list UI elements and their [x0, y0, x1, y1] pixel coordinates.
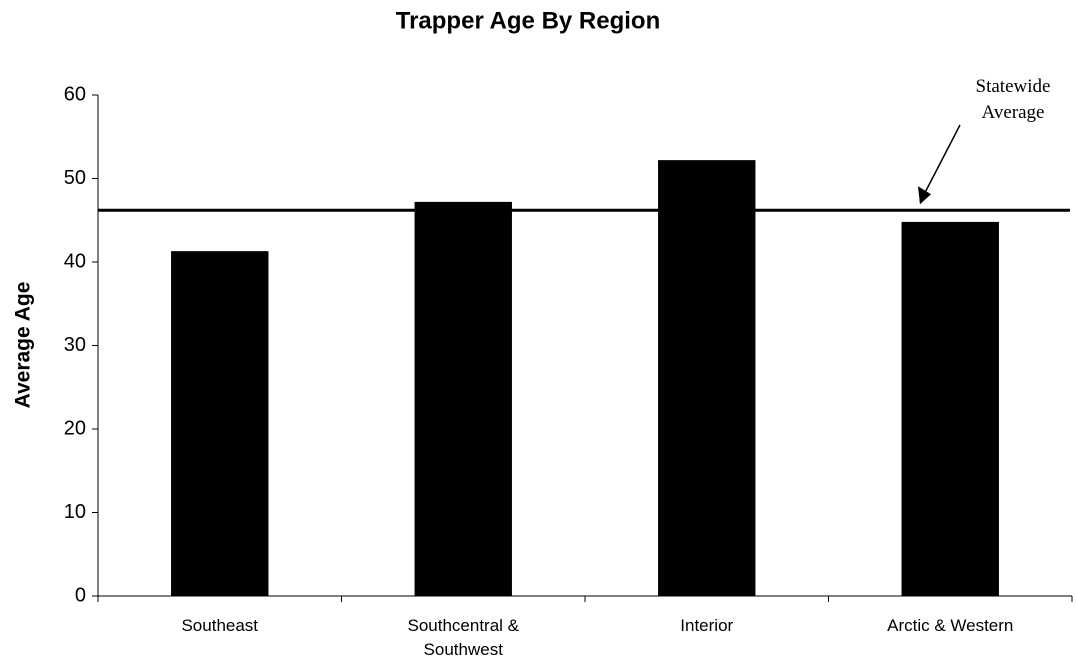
bar — [171, 251, 269, 596]
chart-title: Trapper Age By Region — [396, 7, 661, 34]
bar — [658, 160, 756, 596]
y-tick-label: 20 — [64, 417, 86, 439]
x-tick-label: Southcentral & Southwest — [407, 616, 519, 659]
arrow-head — [918, 186, 931, 205]
y-tick-label: 60 — [64, 83, 86, 105]
y-tick-label: 40 — [64, 250, 86, 272]
annotation: Statewide Average — [975, 76, 1051, 123]
y-tick-label: 50 — [64, 167, 86, 189]
y-tick-label: 0 — [75, 584, 86, 606]
bar — [414, 201, 512, 596]
x-tick-label: Southeast — [181, 616, 259, 635]
x-tick-label: Interior — [680, 616, 734, 635]
y-tick-label: 30 — [64, 334, 86, 356]
bar — [901, 221, 999, 597]
x-tick-label: Arctic & Western — [887, 616, 1014, 635]
y-tick-label: 10 — [64, 501, 86, 523]
annotation-arrow — [919, 124, 961, 203]
y-axis-label: Average Age — [12, 282, 35, 409]
